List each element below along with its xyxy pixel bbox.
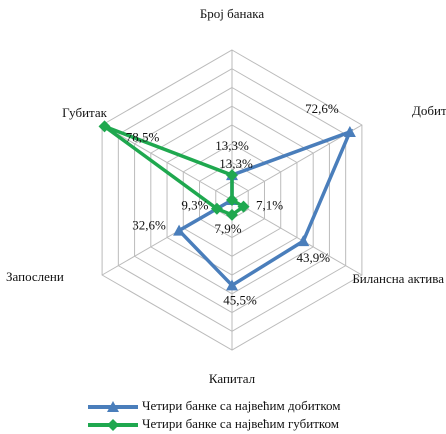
marker (173, 224, 186, 236)
axis-label: Број банака (200, 6, 265, 21)
data-label: 13,3% (219, 156, 253, 171)
axis-label: Добитак (412, 103, 446, 118)
data-label: 32,6% (132, 218, 166, 233)
marker (237, 200, 250, 213)
data-label: 7,1% (256, 198, 283, 213)
marker (210, 202, 223, 215)
spoke (101, 124, 233, 201)
legend-marker (107, 401, 119, 412)
marker (226, 169, 238, 182)
legend-label: Четири банке са највећим губитком (142, 416, 339, 431)
marker (297, 235, 310, 247)
marker (226, 194, 238, 206)
legend-marker (107, 419, 119, 431)
data-label: 13,3% (215, 138, 249, 153)
marker (343, 125, 356, 137)
spoke (231, 199, 363, 276)
axis-label: Билансна актива (352, 271, 444, 286)
marker (226, 208, 238, 221)
data-label: 9,3% (181, 198, 208, 213)
data-label: 78,5% (126, 129, 160, 144)
data-label: 45,5% (223, 292, 257, 307)
data-label: 7,9% (214, 221, 241, 236)
data-label: 43,9% (296, 250, 330, 265)
axis-label: Капитал (209, 371, 256, 386)
spoke (231, 124, 363, 201)
axis-label: Губитак (62, 105, 108, 120)
marker (226, 279, 238, 291)
data-label: 72,6% (305, 101, 339, 116)
axis-label: Запослени (6, 269, 64, 284)
legend-label: Четири банке са највећим добитком (142, 398, 340, 413)
marker (98, 120, 111, 133)
